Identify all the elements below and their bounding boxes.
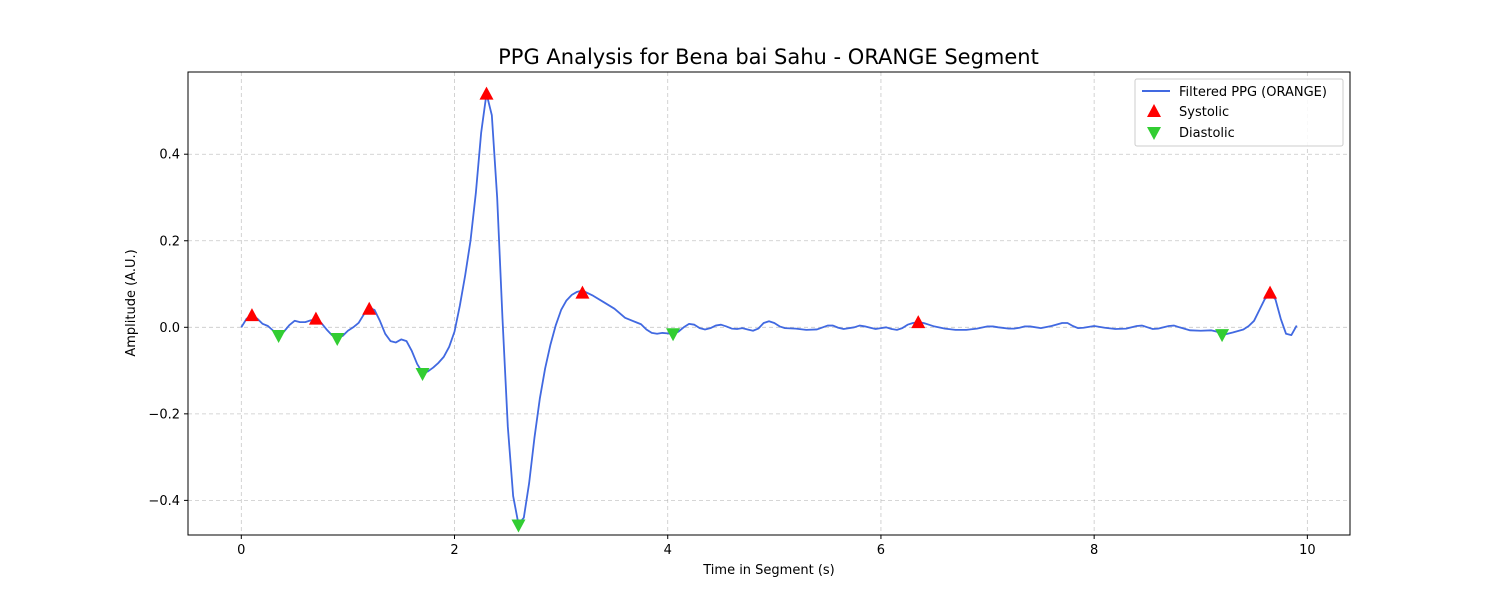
diastolic-marker — [330, 332, 345, 346]
x-tick-label: 10 — [1299, 543, 1316, 558]
y-tick-label: −0.2 — [148, 407, 180, 422]
y-tick-label: 0.4 — [159, 148, 180, 163]
systolic-marker — [911, 315, 926, 329]
x-tick-label: 0 — [237, 543, 245, 558]
legend: Filtered PPG (ORANGE) Systolic Diastolic — [1134, 78, 1344, 147]
systolic-marker — [362, 301, 377, 315]
y-tick-label: 0.0 — [159, 321, 180, 336]
y-tick-label: −0.4 — [148, 494, 180, 509]
legend-label-systolic: Systolic — [1179, 105, 1229, 120]
y-tick-label: 0.2 — [159, 234, 180, 249]
legend-box — [1134, 78, 1344, 147]
systolic-marker — [1263, 285, 1278, 299]
ppg-signal-line — [240, 92, 1298, 526]
systolic-marker — [479, 86, 494, 100]
diastolic-marker — [1215, 329, 1230, 343]
x-tick-label: 8 — [1090, 543, 1098, 558]
diastolic-marker — [415, 368, 430, 382]
x-axis-label: Time in Segment (s) — [702, 563, 834, 578]
legend-systolic-marker — [1147, 104, 1161, 117]
systolic-marker — [575, 285, 590, 299]
legend-label-diastolic: Diastolic — [1179, 126, 1235, 141]
grid — [188, 72, 1350, 535]
diastolic-marker — [271, 329, 286, 343]
systolic-marker — [244, 308, 259, 322]
plot-area — [240, 86, 1298, 533]
systolic-marker — [308, 311, 323, 325]
diastolic-marker — [511, 519, 526, 533]
plot-frame — [187, 71, 1351, 536]
y-axis-label: Amplitude (A.U.) — [124, 249, 139, 356]
legend-label-filtered: Filtered PPG (ORANGE) — [1179, 85, 1327, 100]
legend-diastolic-marker — [1147, 127, 1161, 140]
x-tick-label: 6 — [877, 543, 885, 558]
diastolic-marker — [666, 328, 681, 342]
chart-title: PPG Analysis for Bena bai Sahu - ORANGE … — [498, 45, 1039, 69]
axis-ticks: 0 2 4 6 8 10 −0.4 −0.2 0.0 0.2 0.4 — [148, 148, 1315, 558]
x-tick-label: 2 — [450, 543, 458, 558]
x-tick-label: 4 — [664, 543, 672, 558]
